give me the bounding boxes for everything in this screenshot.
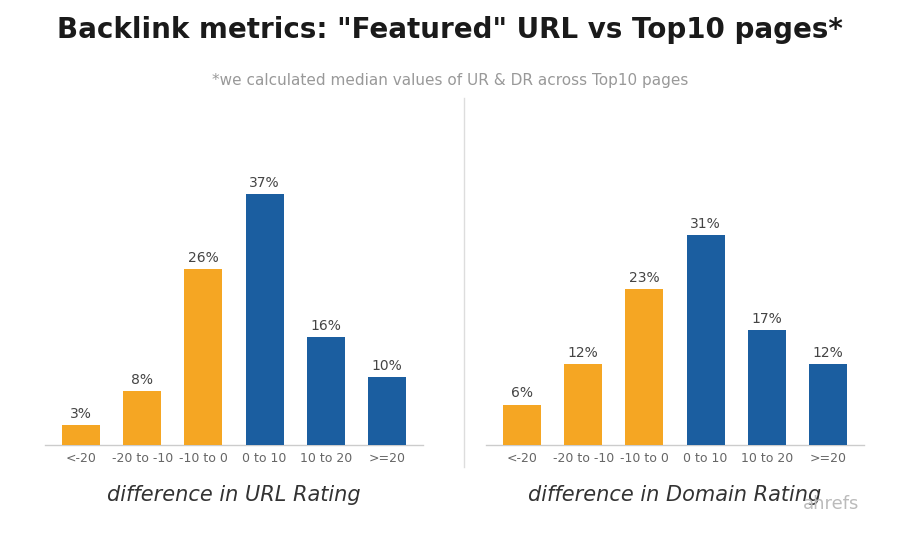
Bar [307,337,345,445]
Bar [246,194,284,445]
Text: 26%: 26% [188,251,219,264]
Bar [62,425,100,445]
X-axis label: difference in Domain Rating: difference in Domain Rating [528,485,822,504]
Bar [564,364,602,445]
Bar [123,391,161,445]
Text: 12%: 12% [568,346,598,360]
Text: 23%: 23% [629,271,660,285]
Text: 16%: 16% [310,319,341,332]
Bar [748,330,786,445]
Text: *we calculated median values of UR & DR across Top10 pages: *we calculated median values of UR & DR … [212,73,688,89]
Bar [503,405,541,445]
X-axis label: difference in URL Rating: difference in URL Rating [107,485,361,504]
Bar [184,269,222,445]
Text: 31%: 31% [690,217,721,231]
Bar [626,289,663,445]
Text: 3%: 3% [70,407,92,421]
Text: ahrefs: ahrefs [803,495,860,513]
Bar [809,364,847,445]
Bar [687,235,725,445]
Text: 17%: 17% [752,312,782,326]
Text: 6%: 6% [511,387,533,401]
Bar [368,377,406,445]
Text: 10%: 10% [372,359,402,374]
Text: 12%: 12% [813,346,843,360]
Text: Backlink metrics: "Featured" URL vs Top10 pages*: Backlink metrics: "Featured" URL vs Top1… [57,16,843,45]
Text: 37%: 37% [249,176,280,190]
Text: 8%: 8% [131,373,153,387]
